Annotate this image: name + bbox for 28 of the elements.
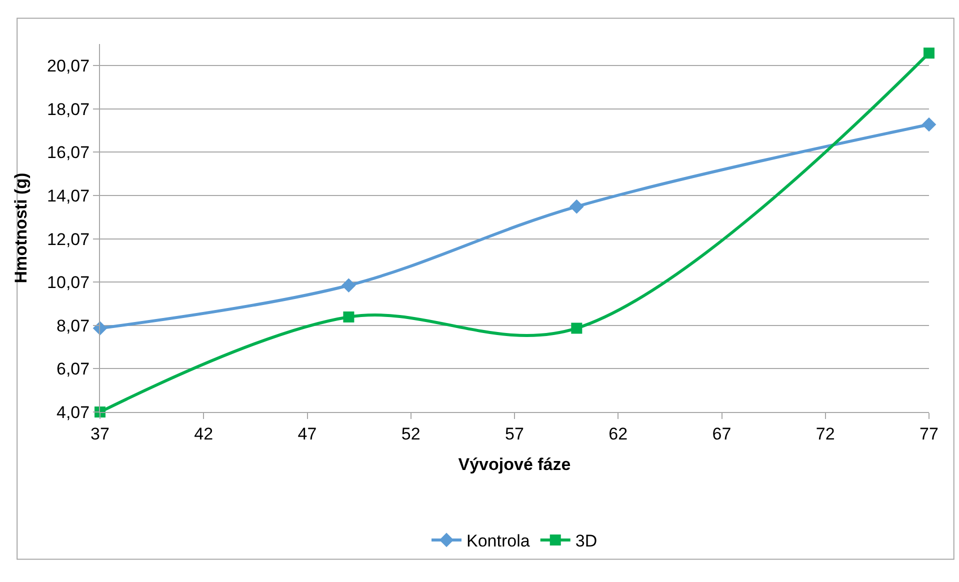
legend-label: 3D xyxy=(575,532,598,551)
legend-label: Kontrola xyxy=(466,532,530,551)
y-tick-label: 10,07 xyxy=(47,273,90,292)
x-tick-label: 62 xyxy=(608,424,628,444)
y-tick-label: 16,07 xyxy=(47,143,90,162)
y-tick-label: 20,07 xyxy=(47,56,90,76)
x-tick-label: 42 xyxy=(194,424,214,444)
x-tick-label: 57 xyxy=(505,424,524,444)
point xyxy=(571,322,582,334)
y-axis-title: Hmotnosti (g) xyxy=(12,172,31,284)
x-tick-label: 72 xyxy=(816,424,835,444)
x-tick-label: 37 xyxy=(90,424,110,444)
point xyxy=(343,311,354,322)
y-tick-label: 14,07 xyxy=(47,186,90,206)
point xyxy=(570,199,584,214)
point xyxy=(342,278,356,293)
y-tick-label: 4,07 xyxy=(56,402,90,422)
point xyxy=(924,48,934,59)
y-tick-label: 8,07 xyxy=(56,316,90,336)
x-tick-label: 47 xyxy=(298,424,317,444)
x-tick-label: 52 xyxy=(401,424,420,444)
y-tick-label: 12,07 xyxy=(47,230,90,249)
x-tick-label: 77 xyxy=(920,424,938,444)
y-tick-label: 18,07 xyxy=(47,100,90,119)
point xyxy=(922,117,936,132)
x-tick-label: 67 xyxy=(712,424,732,444)
x-axis-title: Vývojové fáze xyxy=(458,454,571,474)
y-tick-label: 6,07 xyxy=(56,360,90,379)
